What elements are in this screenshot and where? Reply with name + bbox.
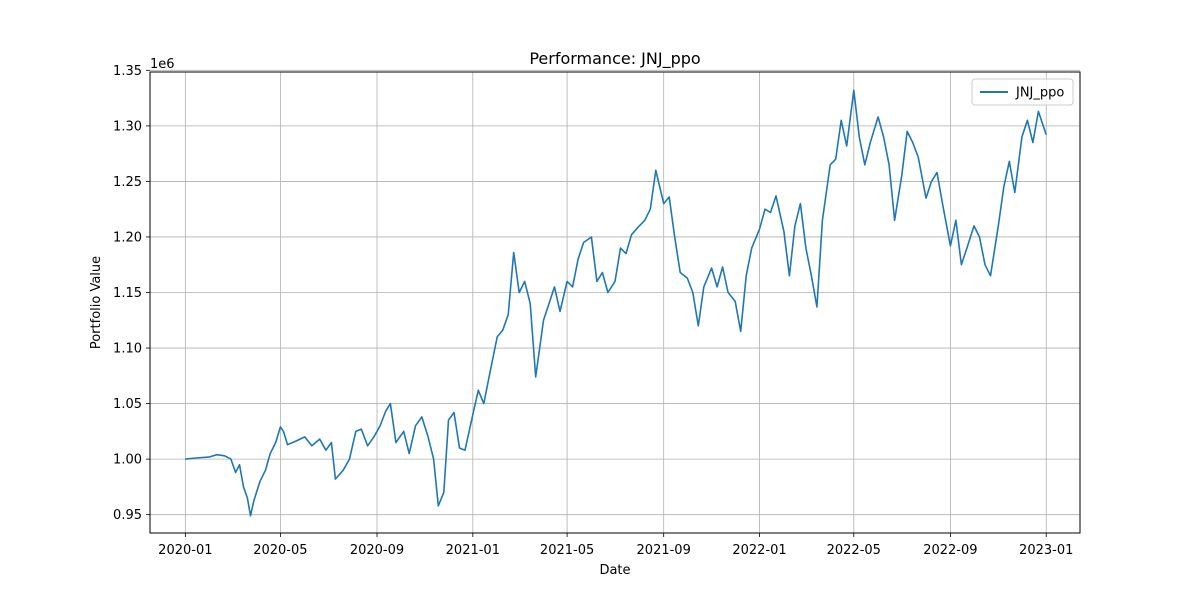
x-tick-label: 2020-01 xyxy=(158,543,212,558)
y-axis: 0.95 1.00 1.05 1.10 1.15 1.20 1.25 1.30 1.35 xyxy=(113,64,150,523)
grid xyxy=(150,69,1080,533)
y-tick-label: 1.25 xyxy=(113,175,142,190)
x-tick-label: 2021-01 xyxy=(446,543,500,558)
x-tick-label: 2021-09 xyxy=(637,543,691,558)
x-tick-label: 2020-05 xyxy=(253,543,307,558)
x-tick-label: 2023-01 xyxy=(1019,543,1073,558)
y-tick-label: 0.95 xyxy=(113,508,142,523)
y-axis-offset-label: 1e6 xyxy=(150,57,175,72)
x-axis: 2020-01 2020-05 2020-09 2021-01 2021-05 2021-… xyxy=(158,533,1073,558)
y-tick-label: 1.00 xyxy=(113,453,142,468)
x-tick-label: 2020-09 xyxy=(350,543,404,558)
y-axis-label: Portfolio Value xyxy=(89,256,104,349)
chart-title: Performance: JNJ_ppo xyxy=(529,49,700,69)
y-tick-label: 1.10 xyxy=(113,342,142,357)
x-tick-label: 2022-05 xyxy=(827,543,881,558)
y-tick-label: 1.05 xyxy=(113,397,142,412)
legend: JNJ_ppo xyxy=(971,78,1074,106)
y-tick-label: 1.15 xyxy=(113,286,142,301)
x-tick-label: 2022-09 xyxy=(923,543,977,558)
y-tick-label: 1.35 xyxy=(113,64,142,79)
series-layer xyxy=(185,89,1047,517)
plot-frame xyxy=(149,71,1081,534)
legend-label: JNJ_ppo xyxy=(1015,86,1064,101)
x-tick-label: 2021-05 xyxy=(540,543,594,558)
y-tick-label: 1.20 xyxy=(113,230,142,245)
x-axis-label: Date xyxy=(599,563,630,578)
y-tick-label: 1.30 xyxy=(113,119,142,134)
legend-box xyxy=(971,78,1074,106)
x-tick-label: 2022-01 xyxy=(732,543,786,558)
series-line-JNJ_ppo xyxy=(185,89,1047,517)
